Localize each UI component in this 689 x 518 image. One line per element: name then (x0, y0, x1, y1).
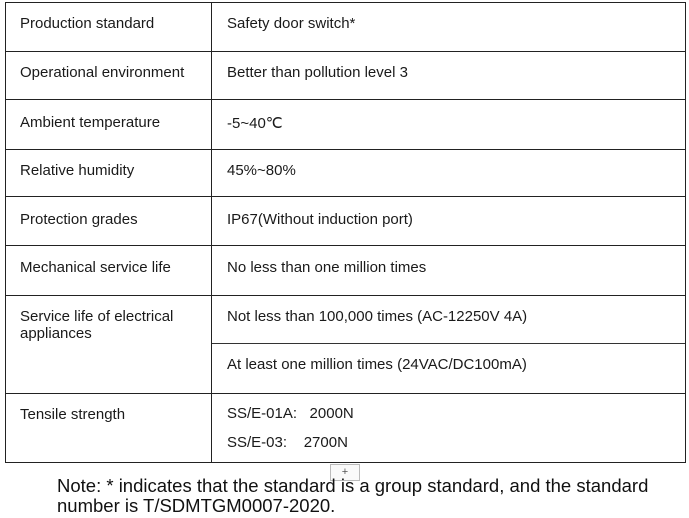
border (5, 393, 686, 394)
cell-value: Safety door switch* (227, 15, 356, 32)
cell-value: SS/E-01A: 2000N (227, 405, 354, 422)
cell-value: -5~40℃ (227, 115, 283, 132)
cell-value: IP67(Without induction port) (227, 211, 413, 228)
border (5, 245, 686, 246)
cell-label: Ambient temperature (20, 114, 161, 131)
border (5, 295, 686, 296)
cell-value: 45%~80% (227, 162, 296, 179)
cell-value: Not less than 100,000 times (AC-12250V 4… (227, 308, 528, 325)
cell-label: Operational environment (20, 64, 185, 81)
cell-label: Tensile strength (20, 406, 126, 423)
add-button[interactable]: + (330, 464, 360, 481)
border (211, 2, 212, 463)
cell-value: At least one million times (24VAC/DC100m… (227, 356, 527, 373)
border (5, 149, 686, 150)
cell-label: Service life of electrical appliances (20, 308, 174, 342)
border (212, 343, 686, 344)
border (5, 99, 686, 100)
cell-label: Relative humidity (20, 162, 135, 179)
border (685, 2, 686, 463)
border (5, 196, 686, 197)
note: Note: * indicates that the standard is a… (57, 475, 649, 516)
cell-label: Mechanical service life (20, 259, 171, 276)
cell-label: Production standard (20, 15, 155, 32)
border (5, 51, 686, 52)
cell-value: No less than one million times (227, 259, 427, 276)
border (5, 2, 6, 463)
border (5, 2, 686, 3)
cell-label: Protection grades (20, 211, 138, 228)
cell-value: SS/E-03: 2700N (227, 434, 348, 451)
cell-value: Better than pollution level 3 (227, 64, 408, 81)
border (5, 462, 686, 463)
